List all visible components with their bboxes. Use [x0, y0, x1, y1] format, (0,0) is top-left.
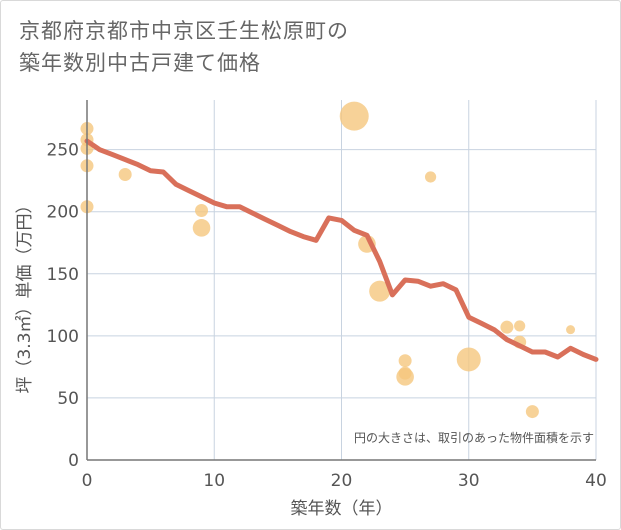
y-tick-label: 200	[47, 203, 79, 223]
chart-title-line2: 築年数別中古戸建て価格	[19, 51, 261, 75]
scatter-point	[339, 101, 369, 131]
x-tick-label: 20	[331, 471, 353, 491]
scatter-point	[514, 320, 526, 332]
line-layer	[84, 138, 599, 362]
bubble-layer	[80, 101, 576, 419]
scatter-point	[192, 219, 211, 237]
chart-title-line1: 京都府京都市中京区壬生松原町の	[19, 19, 349, 43]
x-tick-label: 0	[82, 471, 93, 491]
y-tick-label: 50	[57, 389, 79, 409]
scatter-point	[500, 320, 514, 334]
chart-annotation: 円の大きさは、取引のあった物件面積を示す	[354, 430, 594, 445]
y-tick-label: 0	[68, 451, 79, 471]
scatter-point	[456, 347, 481, 372]
axis-layer: 0 10 20 30 40 0 50 100 150 200 250	[47, 100, 607, 491]
scatter-point	[118, 167, 132, 181]
scatter-point	[396, 368, 414, 386]
y-tick-label: 100	[47, 327, 79, 347]
y-tick-label: 250	[47, 141, 79, 161]
scatter-point	[424, 171, 437, 183]
series-line	[84, 138, 599, 362]
y-axis-label: 坪（3.3㎡）単価（万円）	[15, 196, 35, 393]
scatter-point	[369, 280, 391, 302]
x-tick-label: 10	[203, 471, 225, 491]
scatter-point	[398, 354, 412, 368]
scatter-point	[195, 203, 209, 217]
x-tick-label: 40	[585, 471, 607, 491]
grid-layer	[87, 100, 597, 460]
y-tick-label: 150	[47, 265, 79, 285]
chart-title: 京都府京都市中京区壬生松原町の 築年数別中古戸建て価格	[19, 15, 579, 79]
x-axis-label: 築年数（年）	[291, 499, 393, 519]
scatter-point	[525, 405, 539, 419]
x-tick-label: 30	[458, 471, 480, 491]
scatter-point	[566, 325, 576, 335]
